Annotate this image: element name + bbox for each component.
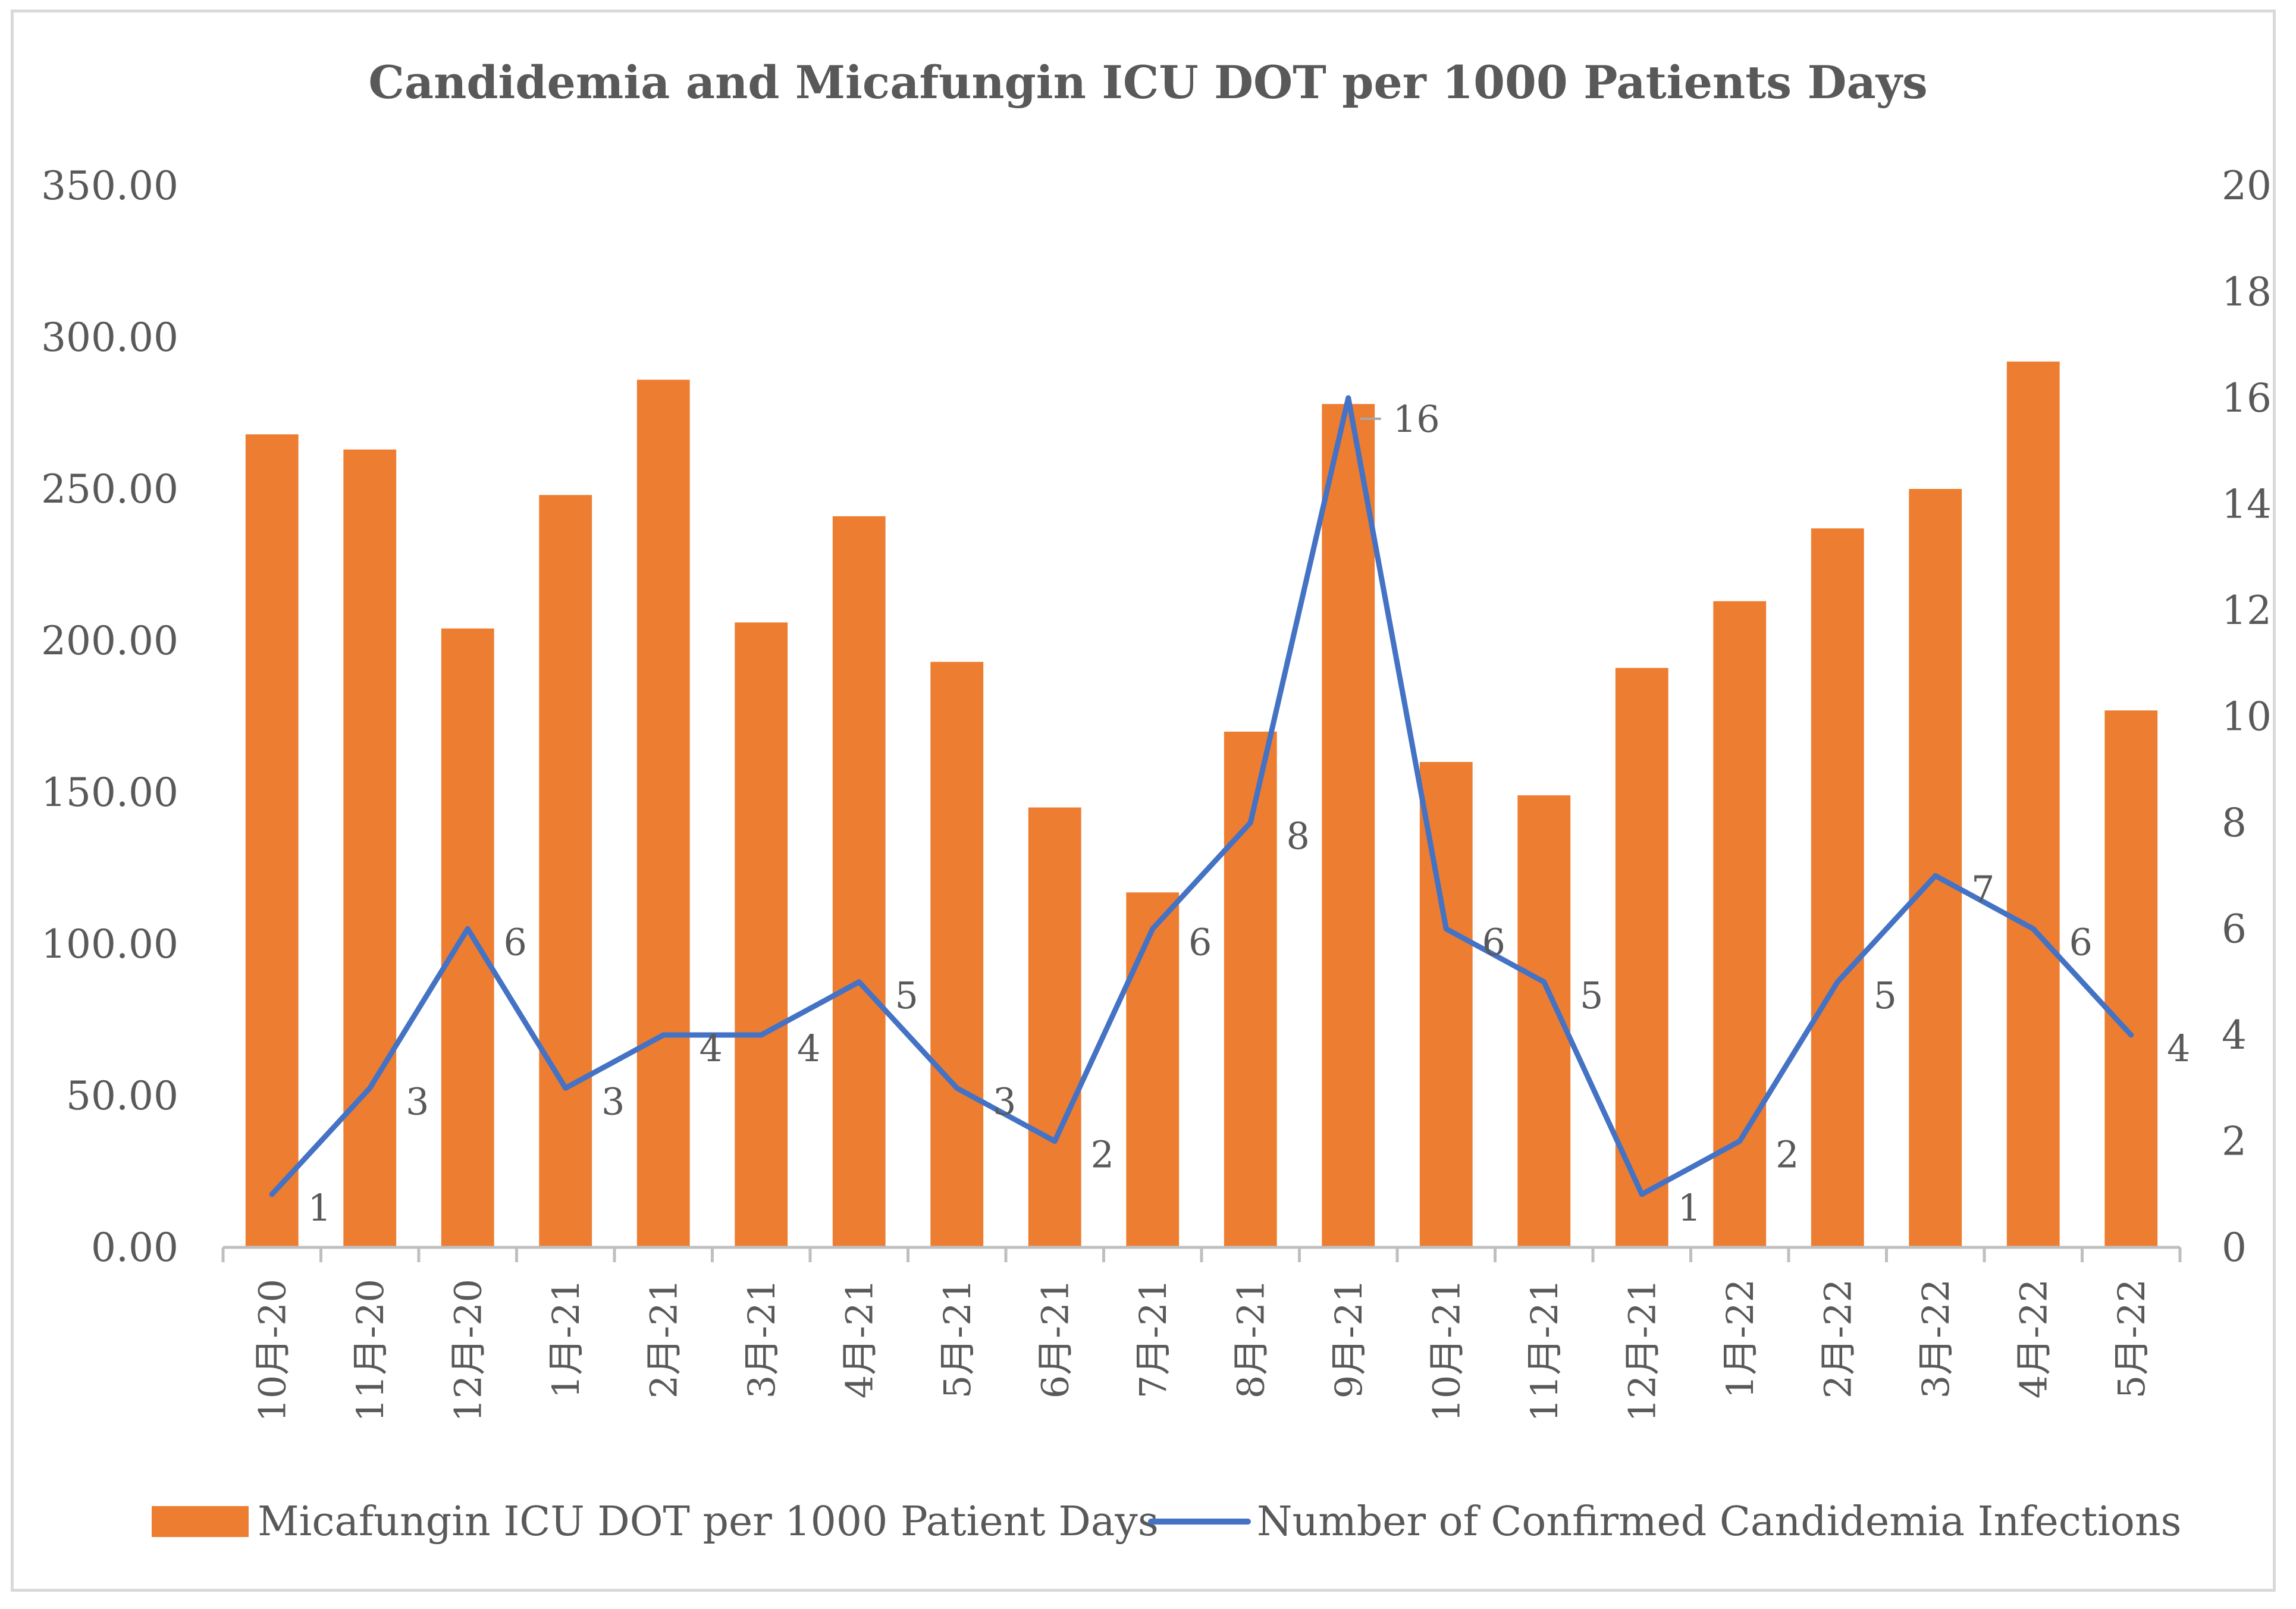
x-axis-category-label: 12月-20 bbox=[446, 1279, 490, 1422]
left-axis: 0.00 50.00 100.00 150.00 200.00 250.00 300.00 3… bbox=[41, 163, 178, 1271]
data-label: 1 bbox=[1678, 1186, 1701, 1230]
right-axis-tick-label: 20 bbox=[2222, 163, 2272, 209]
data-label: 5 bbox=[1580, 974, 1603, 1017]
left-axis-tick-label: 350.00 bbox=[41, 163, 178, 209]
x-axis: 10月-20 11月-20 12月-20 1月-21 2月-21 3月-21 4月-21 5月… bbox=[221, 1246, 2182, 1422]
chart-title: Candidemia and Micafungin ICU DOT per 10… bbox=[368, 56, 1927, 109]
data-label: 4 bbox=[2167, 1027, 2190, 1070]
data-label: 1 bbox=[308, 1186, 331, 1230]
right-axis-tick-label: 16 bbox=[2222, 375, 2272, 421]
right-axis-tick-label: 10 bbox=[2222, 694, 2272, 740]
right-axis: 0 2 4 6 8 10 12 14 16 18 20 bbox=[2222, 163, 2272, 1271]
left-axis-tick-label: 100.00 bbox=[41, 921, 178, 967]
bar bbox=[343, 449, 397, 1248]
data-label: 6 bbox=[1482, 921, 1505, 964]
x-axis-category-label: 11月-21 bbox=[1523, 1279, 1566, 1422]
x-axis-category-label: 5月-21 bbox=[936, 1279, 979, 1398]
data-label: 5 bbox=[895, 974, 918, 1017]
line-path bbox=[269, 395, 2134, 1197]
left-axis-tick-label: 300.00 bbox=[41, 315, 178, 360]
x-axis-category-label: 8月-21 bbox=[1229, 1279, 1272, 1398]
x-axis-category-label: 3月-21 bbox=[740, 1279, 783, 1398]
bar bbox=[1322, 404, 1375, 1248]
x-axis-category-label: 2月-22 bbox=[1816, 1279, 1859, 1398]
left-axis-tick-label: 50.00 bbox=[66, 1073, 178, 1119]
bar bbox=[930, 661, 984, 1247]
bar bbox=[735, 622, 788, 1247]
data-label: 2 bbox=[1776, 1133, 1799, 1177]
x-axis-category-label: 10月-21 bbox=[1425, 1279, 1468, 1422]
x-axis-category-label: 6月-21 bbox=[1033, 1279, 1077, 1398]
x-axis-category-label: 7月-21 bbox=[1131, 1279, 1175, 1398]
legend-line-label: Number of Confirmed Candidemia Infection… bbox=[1257, 1498, 2182, 1545]
x-axis-category-label: 12月-21 bbox=[1620, 1279, 1664, 1422]
bar bbox=[441, 628, 494, 1247]
left-axis-tick-label: 0.00 bbox=[91, 1225, 178, 1271]
right-axis-tick-label: 6 bbox=[2222, 907, 2247, 952]
data-label: 6 bbox=[2069, 921, 2093, 964]
left-axis-tick-label: 200.00 bbox=[41, 618, 178, 664]
bar bbox=[2104, 710, 2158, 1247]
left-axis-tick-label: 250.00 bbox=[41, 466, 178, 512]
bar bbox=[539, 495, 592, 1248]
data-label: 3 bbox=[601, 1080, 625, 1123]
data-label: 4 bbox=[700, 1027, 723, 1070]
right-axis-tick-label: 4 bbox=[2222, 1012, 2247, 1058]
x-axis-category-label: 4月-21 bbox=[838, 1279, 881, 1398]
x-axis-category-label: 11月-20 bbox=[349, 1279, 392, 1422]
data-labels: 1 3 6 3 4 4 5 3 2 6 8 16 6 5 1 2 5 7 6 4 bbox=[308, 397, 2191, 1230]
x-axis-category-label: 2月-21 bbox=[642, 1279, 685, 1398]
right-axis-tick-label: 2 bbox=[2222, 1119, 2247, 1165]
x-axis-category-label: 4月-22 bbox=[2012, 1279, 2055, 1398]
data-label: 16 bbox=[1393, 397, 1440, 441]
bar bbox=[245, 434, 299, 1248]
x-axis-category-label: 1月-21 bbox=[544, 1279, 588, 1398]
bar bbox=[2006, 361, 2060, 1247]
legend-bar-label: Micafungin ICU DOT per 1000 Patient Days bbox=[258, 1498, 1159, 1545]
data-label: 8 bbox=[1287, 814, 1310, 858]
data-label: 5 bbox=[1874, 974, 1897, 1017]
x-axis-category-label: 10月-20 bbox=[250, 1279, 294, 1422]
right-axis-tick-label: 14 bbox=[2222, 482, 2272, 528]
right-axis-tick-label: 12 bbox=[2222, 588, 2272, 633]
bar bbox=[1811, 528, 1864, 1247]
right-axis-tick-label: 8 bbox=[2222, 800, 2247, 846]
x-axis-category-label: 1月-22 bbox=[1718, 1279, 1762, 1398]
bar bbox=[1028, 807, 1081, 1247]
right-axis-tick-label: 0 bbox=[2222, 1225, 2247, 1271]
data-label: 4 bbox=[797, 1027, 820, 1070]
left-axis-tick-label: 150.00 bbox=[41, 770, 178, 816]
bar-series bbox=[245, 361, 2158, 1248]
bar bbox=[832, 516, 886, 1247]
data-label: 3 bbox=[406, 1080, 429, 1123]
x-axis-category-label: 9月-21 bbox=[1327, 1279, 1370, 1398]
line-series bbox=[269, 395, 2134, 1197]
data-label: 6 bbox=[1188, 921, 1212, 964]
legend-bar-swatch bbox=[152, 1506, 249, 1537]
bar bbox=[1224, 732, 1277, 1247]
bar bbox=[1909, 489, 1962, 1247]
x-axis-category-label: 3月-22 bbox=[1914, 1279, 1958, 1398]
bar bbox=[636, 379, 690, 1247]
data-label: 3 bbox=[993, 1080, 1016, 1123]
data-label: 6 bbox=[504, 921, 527, 964]
data-label: 2 bbox=[1091, 1133, 1114, 1177]
data-label: 7 bbox=[1971, 867, 1994, 911]
bar bbox=[1126, 892, 1180, 1247]
x-axis-category-label: 5月-22 bbox=[2110, 1279, 2153, 1398]
legend: Micafungin ICU DOT per 1000 Patient Days… bbox=[152, 1498, 2182, 1545]
right-axis-tick-label: 18 bbox=[2222, 269, 2272, 315]
